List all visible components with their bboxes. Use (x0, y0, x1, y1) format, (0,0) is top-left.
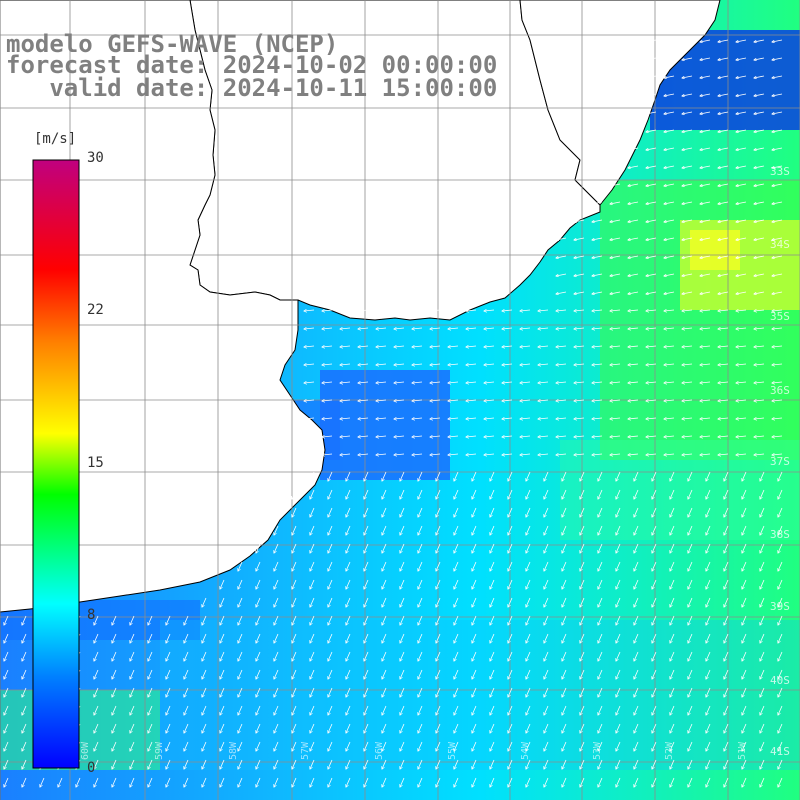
lon-label: 52W (664, 741, 675, 760)
colorbar-tick-0: 0 (87, 760, 96, 776)
title-forecast-date: forecast date: 2024-10-02 00:00:00 (6, 51, 498, 79)
coast-east (519, 0, 721, 206)
lat-label: 41S (770, 745, 790, 758)
colorbar-tick-30: 30 (87, 150, 104, 166)
lat-label: 37S (770, 455, 790, 468)
lon-label: 60W (80, 741, 91, 760)
lat-label: 34S (770, 238, 790, 251)
lon-label: 55W (447, 741, 458, 760)
longitude-labels: 60W 59W 58W 57W 56W 55W 54W 53W 52W 51W (80, 741, 748, 760)
lon-label: 56W (374, 741, 385, 760)
colorbar-tick-22: 22 (87, 302, 104, 318)
colorbar (32, 159, 80, 769)
title-model: modelo GEFS-WAVE (NCEP) (6, 30, 339, 58)
lat-label: 33S (770, 165, 790, 178)
colorbar-tick-8: 8 (87, 607, 96, 623)
lat-label: 40S (770, 674, 790, 687)
lon-label: 58W (228, 741, 239, 760)
colorbar-unit: [m/s] (34, 131, 77, 147)
latitude-labels: 33S 34S 35S 36S 37S 38S 39S 40S 41S (770, 165, 790, 758)
lat-label: 36S (770, 384, 790, 397)
lat-label: 39S (770, 600, 790, 613)
lat-label: 35S (770, 310, 790, 323)
lon-label: 51W (737, 741, 748, 760)
lat-label: 38S (770, 528, 790, 541)
lon-label: 57W (300, 741, 311, 760)
title-valid-date: valid date: 2024-10-11 15:00:00 (6, 74, 498, 102)
lon-label: 54W (520, 741, 531, 760)
lon-label: 53W (592, 741, 603, 760)
colorbar-tick-15: 15 (87, 455, 104, 471)
lon-label: 59W (154, 741, 165, 760)
wind-speed-patches (0, 30, 800, 770)
